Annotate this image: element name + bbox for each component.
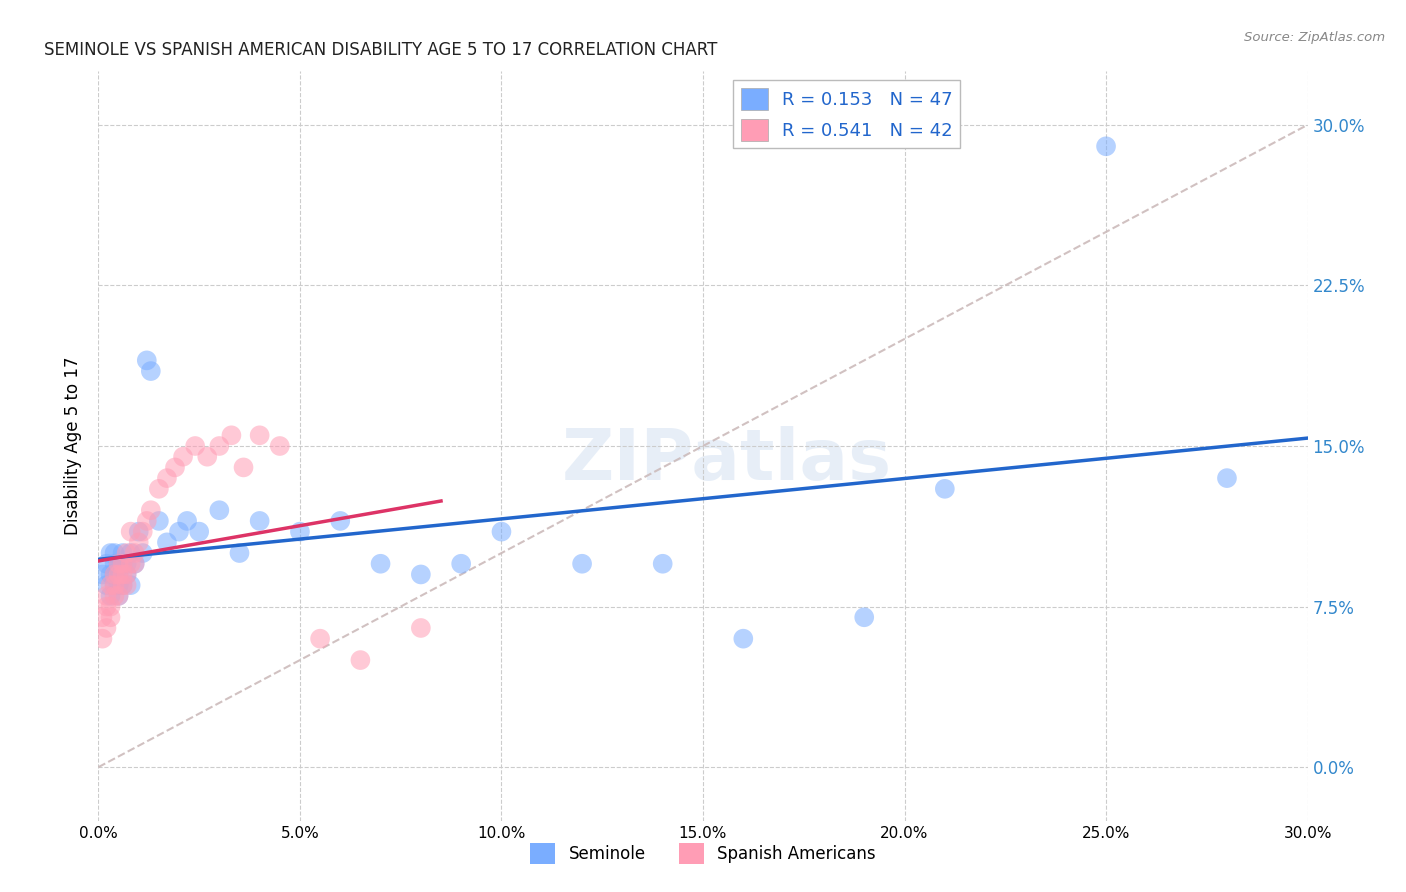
Point [208, 439, 231, 453]
Point [370, 557, 392, 571]
Point [163, 460, 186, 475]
Point [100, 610, 122, 624]
Point [195, 450, 218, 464]
Point [96, 621, 118, 635]
Point [450, 557, 472, 571]
Point [651, 557, 673, 571]
Point [120, 546, 142, 560]
Point [120, 557, 142, 571]
Legend: Seminole, Spanish Americans: Seminole, Spanish Americans [523, 837, 883, 871]
Point [128, 535, 150, 549]
Point [1216, 471, 1239, 485]
Point [107, 567, 129, 582]
Point [100, 589, 122, 603]
Point [148, 514, 170, 528]
Y-axis label: Disability Age 5 to 17: Disability Age 5 to 17 [65, 357, 83, 535]
Point [103, 557, 125, 571]
Point [156, 471, 179, 485]
Point [409, 567, 432, 582]
Point [91, 610, 114, 624]
Point [934, 482, 956, 496]
Point [107, 557, 129, 571]
Point [107, 578, 129, 592]
Point [96, 557, 118, 571]
Point [188, 524, 211, 539]
Point [107, 557, 129, 571]
Point [349, 653, 371, 667]
Point [115, 557, 138, 571]
Point [309, 632, 332, 646]
Legend: R = 0.153   N = 47, R = 0.541   N = 42: R = 0.153 N = 47, R = 0.541 N = 42 [734, 80, 960, 148]
Point [329, 514, 352, 528]
Point [100, 599, 122, 614]
Point [107, 589, 129, 603]
Point [115, 567, 138, 582]
Point [96, 578, 118, 592]
Point [124, 557, 146, 571]
Point [156, 535, 179, 549]
Point [139, 364, 162, 378]
Point [111, 578, 134, 592]
Point [208, 503, 231, 517]
Text: SEMINOLE VS SPANISH AMERICAN DISABILITY AGE 5 TO 17 CORRELATION CHART: SEMINOLE VS SPANISH AMERICAN DISABILITY … [44, 41, 717, 59]
Point [103, 589, 125, 603]
Point [733, 632, 755, 646]
Point [115, 578, 138, 592]
Point [103, 567, 125, 582]
Point [249, 428, 271, 442]
Point [853, 610, 876, 624]
Point [107, 589, 129, 603]
Point [103, 578, 125, 592]
Point [111, 557, 134, 571]
Point [172, 450, 194, 464]
Point [111, 557, 134, 571]
Point [221, 428, 243, 442]
Point [100, 567, 122, 582]
Point [176, 514, 198, 528]
Point [571, 557, 593, 571]
Point [124, 546, 146, 560]
Text: ZIPatlas: ZIPatlas [562, 426, 893, 495]
Point [249, 514, 271, 528]
Point [100, 546, 122, 560]
Point [288, 524, 311, 539]
Point [111, 578, 134, 592]
Point [103, 567, 125, 582]
Point [120, 524, 142, 539]
Point [135, 514, 157, 528]
Point [1095, 139, 1118, 153]
Point [167, 524, 190, 539]
Point [228, 546, 250, 560]
Point [128, 524, 150, 539]
Point [124, 557, 146, 571]
Point [103, 546, 125, 560]
Point [100, 578, 122, 592]
Point [132, 524, 155, 539]
Point [96, 589, 118, 603]
Point [111, 546, 134, 560]
Point [184, 439, 207, 453]
Text: Source: ZipAtlas.com: Source: ZipAtlas.com [1244, 31, 1385, 45]
Point [91, 632, 114, 646]
Point [96, 599, 118, 614]
Point [232, 460, 254, 475]
Point [111, 567, 134, 582]
Point [107, 567, 129, 582]
Point [91, 567, 114, 582]
Point [120, 578, 142, 592]
Point [115, 567, 138, 582]
Point [132, 546, 155, 560]
Point [491, 524, 513, 539]
Point [148, 482, 170, 496]
Point [409, 621, 432, 635]
Point [103, 578, 125, 592]
Point [135, 353, 157, 368]
Point [115, 546, 138, 560]
Point [269, 439, 291, 453]
Point [139, 503, 162, 517]
